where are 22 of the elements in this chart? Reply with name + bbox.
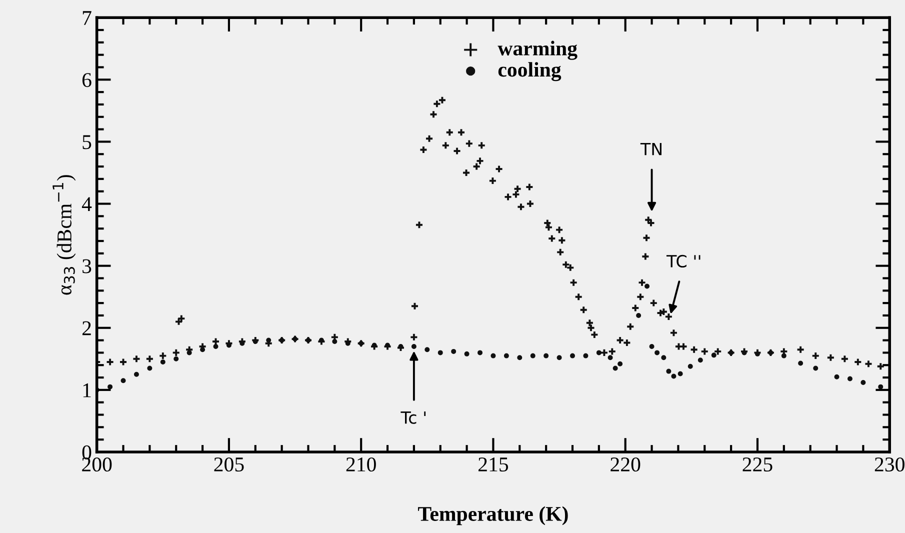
y-tick-label: 4 <box>82 197 92 211</box>
y-tick-label: 2 <box>82 321 91 336</box>
x-tick-label: 200 <box>82 457 112 472</box>
annotation: TC '' <box>666 254 700 268</box>
y-tick-label: 6 <box>82 73 92 88</box>
y-tick-label: 7 <box>82 11 92 25</box>
legend-label: warming <box>498 40 578 60</box>
x-tick-label: 215 <box>478 458 508 472</box>
y-tick-label: 0 <box>82 445 92 460</box>
annotation: Tc ' <box>400 411 426 424</box>
y-tick-label: 1 <box>83 383 91 398</box>
y-tick-label: 3 <box>82 259 92 274</box>
y-axis-title: α$_{33}$ (dBcm$^{−1}$) <box>52 175 76 295</box>
annotation: TN <box>640 143 662 156</box>
x-axis-title: Temperature (K) <box>418 506 568 526</box>
x-tick-label: 220 <box>610 457 640 472</box>
y-tick-label: 5 <box>82 135 92 150</box>
x-tick-label: 210 <box>346 457 376 472</box>
x-tick-label: 225 <box>742 458 772 472</box>
x-tick-label: 205 <box>214 457 244 472</box>
x-tick-label: 230 <box>874 457 904 472</box>
legend-label: cooling <box>498 62 562 82</box>
